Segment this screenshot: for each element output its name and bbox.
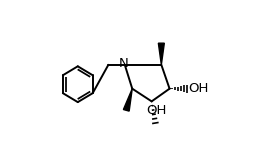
Text: OH: OH <box>147 104 167 117</box>
Polygon shape <box>158 43 164 65</box>
Polygon shape <box>123 89 132 111</box>
Text: N: N <box>118 57 128 70</box>
Text: OH: OH <box>188 82 209 95</box>
